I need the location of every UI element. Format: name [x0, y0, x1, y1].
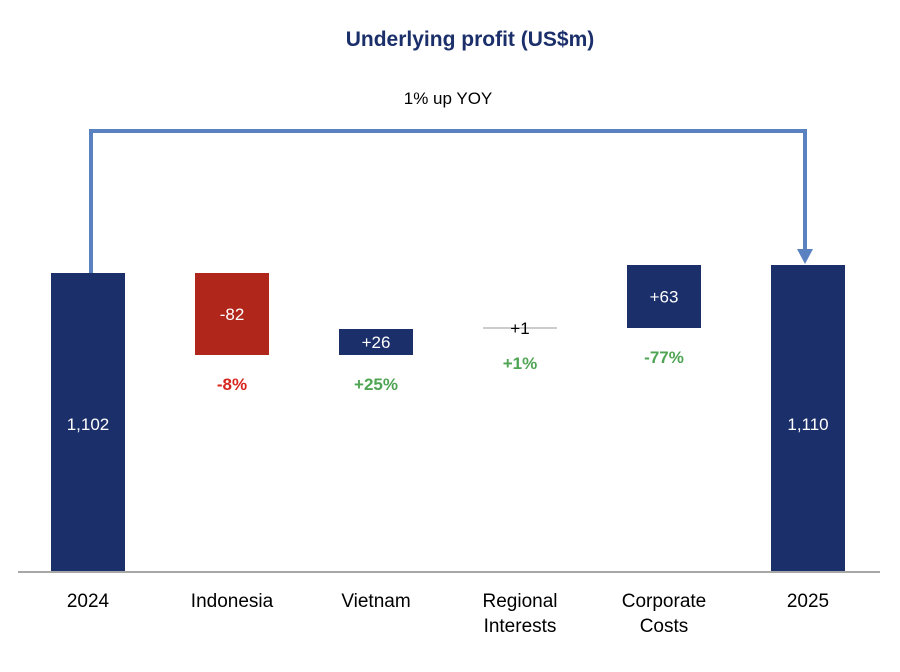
- pct-label-4: -77%: [644, 348, 684, 367]
- yoy-annotation: 1% up YOY: [404, 89, 493, 108]
- category-label-1: Indonesia: [191, 591, 274, 612]
- value-label-4: +63: [650, 288, 679, 307]
- bar-1: [195, 273, 269, 355]
- pct-label-1: -8%: [217, 375, 247, 394]
- value-label-2: +26: [362, 333, 391, 352]
- bar-2: [339, 329, 413, 355]
- category-label-3: Interests: [484, 616, 557, 637]
- bar-4: [627, 265, 701, 328]
- category-label-0: 2024: [67, 591, 110, 612]
- value-label-0: 1,102: [67, 415, 110, 434]
- chart-title: Underlying profit (US$m): [346, 28, 595, 51]
- category-label-4: Costs: [640, 616, 689, 637]
- category-label-5: 2025: [787, 591, 829, 612]
- pct-label-2: +25%: [354, 375, 398, 394]
- value-label-1: -82: [220, 305, 245, 324]
- bar-5: [771, 265, 845, 571]
- category-label-2: Vietnam: [341, 591, 410, 612]
- category-label-4: Corporate: [622, 591, 707, 612]
- pct-label-3: +1%: [503, 354, 538, 373]
- arrow-head-icon: [797, 249, 813, 264]
- value-label-3: +1: [510, 319, 529, 338]
- value-label-5: 1,110: [787, 415, 828, 434]
- bar-0: [51, 273, 125, 571]
- yoy-bracket-line: [89, 129, 807, 273]
- category-label-3: Regional: [483, 591, 558, 612]
